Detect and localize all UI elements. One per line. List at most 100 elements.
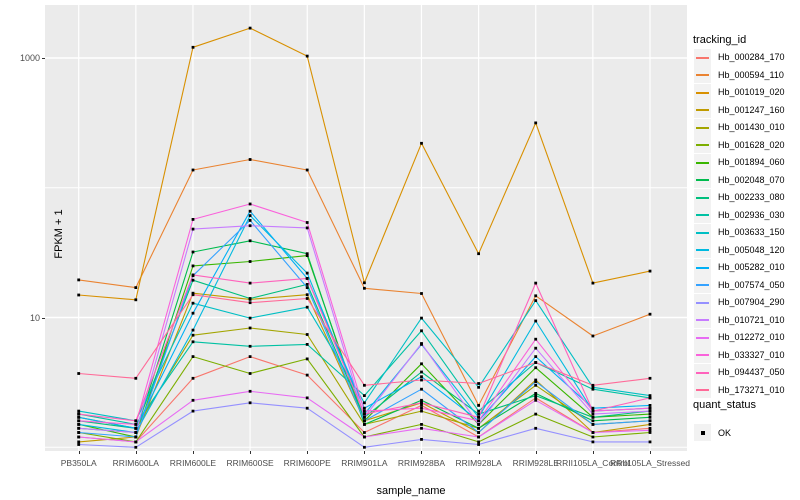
data-point: [534, 346, 538, 350]
data-point: [363, 281, 366, 285]
legend-key-box: [694, 381, 711, 398]
legend-key-line-icon: [696, 284, 709, 286]
legend-entry-label: Hb_007904_290: [718, 297, 785, 307]
data-point: [248, 158, 252, 161]
data-point: [248, 26, 252, 30]
legend-key-box: [694, 206, 711, 223]
data-point: [134, 423, 138, 426]
data-point: [77, 443, 81, 446]
legend-key-line-icon: [696, 91, 709, 94]
legend-entry-label: Hb_001894_060: [718, 157, 785, 167]
data-point: [534, 394, 538, 397]
data-point: [305, 283, 309, 286]
data-point: [134, 419, 138, 423]
data-point: [305, 168, 309, 172]
data-point: [420, 409, 423, 413]
legend-key-box: [694, 346, 711, 363]
data-point: [420, 375, 423, 379]
plot-panel: FPKM + 1 sample_name: [45, 5, 687, 497]
legend-key-line-icon: [696, 74, 709, 76]
data-point: [477, 385, 480, 389]
y-tick-label: 1000: [19, 53, 40, 63]
data-point: [305, 226, 309, 230]
legend-key-box: [694, 424, 711, 441]
legend-key-box: [694, 171, 711, 188]
x-tick-label-RRII105LA_Stressed: RRII105LA_Stressed: [610, 458, 690, 468]
data-point: [477, 431, 480, 434]
data-point: [648, 404, 652, 407]
legend-entry-label: Hb_005048_120: [718, 244, 785, 255]
data-point: [248, 239, 252, 243]
data-point: [591, 435, 595, 439]
legend-entry-label: Hb_094437_050: [718, 367, 785, 377]
data-point: [134, 435, 138, 439]
data-point: [363, 383, 366, 387]
y-tick-mark: [42, 58, 45, 59]
legend-key-box: [694, 363, 711, 381]
data-point: [420, 438, 423, 441]
data-point: [134, 445, 138, 449]
data-point: [420, 362, 423, 366]
legend-entry-label: Hb_001247_160: [718, 104, 785, 115]
x-tick-mark: [364, 451, 366, 454]
data-point: [534, 337, 538, 341]
data-point: [248, 219, 252, 222]
data-point: [648, 412, 652, 416]
y-axis-title: FPKM + 1: [53, 209, 65, 259]
x-axis-title: sample_name: [376, 485, 446, 497]
data-point: [534, 361, 538, 364]
legend-entry-label: Hb_007574_050: [718, 279, 785, 290]
data-point: [534, 378, 538, 382]
data-point: [363, 394, 366, 397]
data-point: [305, 406, 309, 410]
data-point: [363, 412, 366, 416]
x-tick-label-RRIM600PE: RRIM600PE: [283, 458, 331, 468]
data-point: [248, 281, 252, 285]
data-point: [191, 398, 195, 402]
data-point: [363, 423, 366, 426]
data-point: [305, 277, 309, 280]
data-point: [248, 389, 252, 393]
legend-entry-label: Hb_001430_010: [718, 122, 785, 132]
data-point: [77, 435, 81, 439]
data-point: [248, 401, 252, 405]
data-point: [591, 409, 595, 413]
data-point: [191, 291, 195, 295]
data-point: [305, 357, 309, 361]
data-point: [248, 209, 252, 213]
data-point: [305, 54, 309, 58]
data-point: [363, 286, 366, 290]
data-point: [305, 396, 309, 400]
data-point: [477, 409, 480, 413]
data-point: [534, 426, 538, 430]
data-point: [477, 423, 480, 426]
data-point: [191, 333, 195, 337]
legend-key-line-icon: [696, 266, 709, 269]
data-point: [134, 431, 138, 434]
x-tick-mark: [478, 451, 480, 454]
legend-entry-label: Hb_001019_020: [718, 87, 785, 97]
data-point: [191, 355, 195, 358]
legend-entry-label: Hb_033327_010: [718, 349, 785, 360]
legend-entry-label: Hb_000594_110: [718, 69, 784, 80]
data-point: [77, 409, 81, 413]
data-point: [191, 45, 195, 49]
legend-title-tracking-id: tracking_id: [693, 34, 747, 46]
data-point: [77, 440, 81, 444]
data-point: [305, 254, 309, 257]
legend-key-box: [694, 118, 711, 136]
data-point: [591, 419, 595, 423]
data-point: [420, 423, 423, 426]
data-point: [305, 293, 309, 297]
x-tick-label-RRIM928BA: RRIM928BA: [397, 458, 446, 468]
x-tick-mark: [307, 451, 309, 454]
data-point: [191, 293, 195, 297]
data-point: [534, 355, 538, 358]
legend-key-box: [694, 188, 711, 206]
legend-title-quant-status: quant_status: [693, 399, 756, 411]
data-point: [591, 385, 595, 389]
data-point: [534, 392, 538, 395]
data-point: [77, 293, 81, 297]
data-point: [591, 412, 595, 416]
